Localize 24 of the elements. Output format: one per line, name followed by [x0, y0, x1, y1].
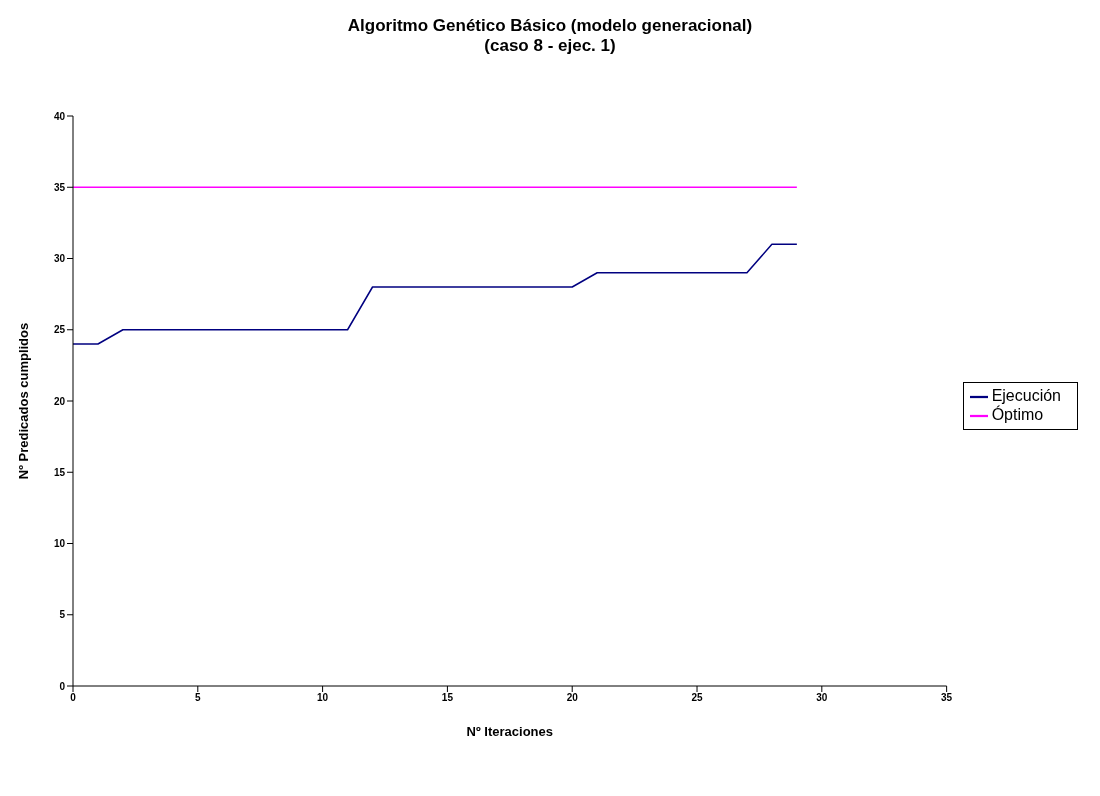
x-tick-label: 30 [816, 692, 828, 704]
x-tick-label: 15 [441, 692, 454, 704]
y-tick-label: 5 [59, 609, 66, 621]
chart-title: Algoritmo Genético Básico (modelo generacional) [346, 16, 754, 36]
y-tick-label: 30 [53, 253, 66, 265]
x-tick-label: 35 [941, 692, 953, 704]
y-tick-label: 10 [53, 538, 66, 550]
x-tick-label: 10 [317, 692, 329, 704]
chart-subtitle: (caso 8 - ejec. 1) [483, 36, 617, 56]
y-tick-label: 25 [53, 324, 66, 336]
x-tick-label: 25 [691, 692, 704, 704]
line-series [73, 243, 798, 345]
y-tick-label: 0 [59, 680, 66, 692]
y-tick-label: 40 [53, 110, 66, 122]
x-axis-title: Nº Iteraciones [466, 724, 554, 739]
legend-label: Ejecución [991, 387, 1061, 405]
x-tick-label: 5 [195, 692, 202, 704]
y-tick-label: 15 [53, 466, 66, 478]
y-axis-title: Nº Predicados cumplidos [15, 322, 31, 480]
x-tick-label: 20 [566, 692, 579, 704]
y-tick-label: 35 [53, 181, 66, 193]
x-tick-label: 0 [70, 692, 77, 704]
legend-label: Óptimo [991, 406, 1044, 423]
y-tick-label: 20 [53, 395, 66, 407]
